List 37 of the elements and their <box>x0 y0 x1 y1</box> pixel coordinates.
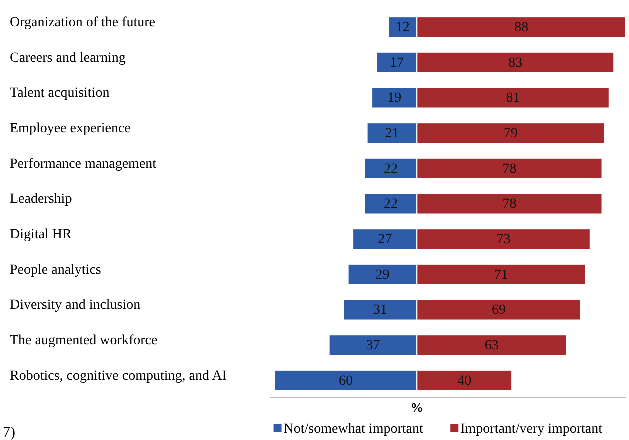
data-label: 22 <box>384 197 398 212</box>
data-label: 78 <box>502 197 517 212</box>
data-label: 31 <box>373 303 388 318</box>
data-label: 69 <box>492 303 506 318</box>
data-label: 12 <box>396 20 410 36</box>
data-label: 63 <box>484 338 499 354</box>
data-label: 29 <box>376 268 390 283</box>
data-label: 88 <box>514 20 529 36</box>
y-tick-label: Performance management <box>10 156 157 172</box>
y-tick-label: Digital HR <box>10 228 72 243</box>
data-label: 40 <box>458 374 472 389</box>
y-tick-label: Talent acquisition <box>10 86 110 102</box>
data-label: 17 <box>390 56 404 71</box>
y-tick-label: Leadership <box>10 192 72 208</box>
y-tick-label: Employee experience <box>10 122 131 137</box>
y-tick-label: Diversity and inclusion <box>10 298 141 314</box>
data-label: 22 <box>384 162 398 177</box>
data-label: 37 <box>366 338 380 354</box>
x-axis-title: % <box>410 400 424 415</box>
data-label: 21 <box>385 126 400 142</box>
y-tick-label: Robotics, cognitive computing, and AI <box>10 368 228 384</box>
data-label: 81 <box>506 91 520 106</box>
data-label: 83 <box>508 56 523 71</box>
legend-label: Important/very important <box>460 422 603 437</box>
data-label: 60 <box>338 374 353 389</box>
y-tick-label: Organization of the future <box>10 16 156 31</box>
y-tick-label: Careers and learning <box>10 50 126 66</box>
text: 7) <box>3 425 16 440</box>
y-tick-label: The augmented workforce <box>10 334 158 349</box>
legend-label: Not/somewhat important <box>284 422 424 437</box>
data-label: 19 <box>388 91 402 106</box>
data-label: 71 <box>494 268 508 283</box>
y-tick-label: People analytics <box>10 262 102 278</box>
data-label: 27 <box>378 232 392 248</box>
data-label: 79 <box>504 126 518 142</box>
data-label: 73 <box>496 232 511 248</box>
data-label: 78 <box>502 162 517 177</box>
